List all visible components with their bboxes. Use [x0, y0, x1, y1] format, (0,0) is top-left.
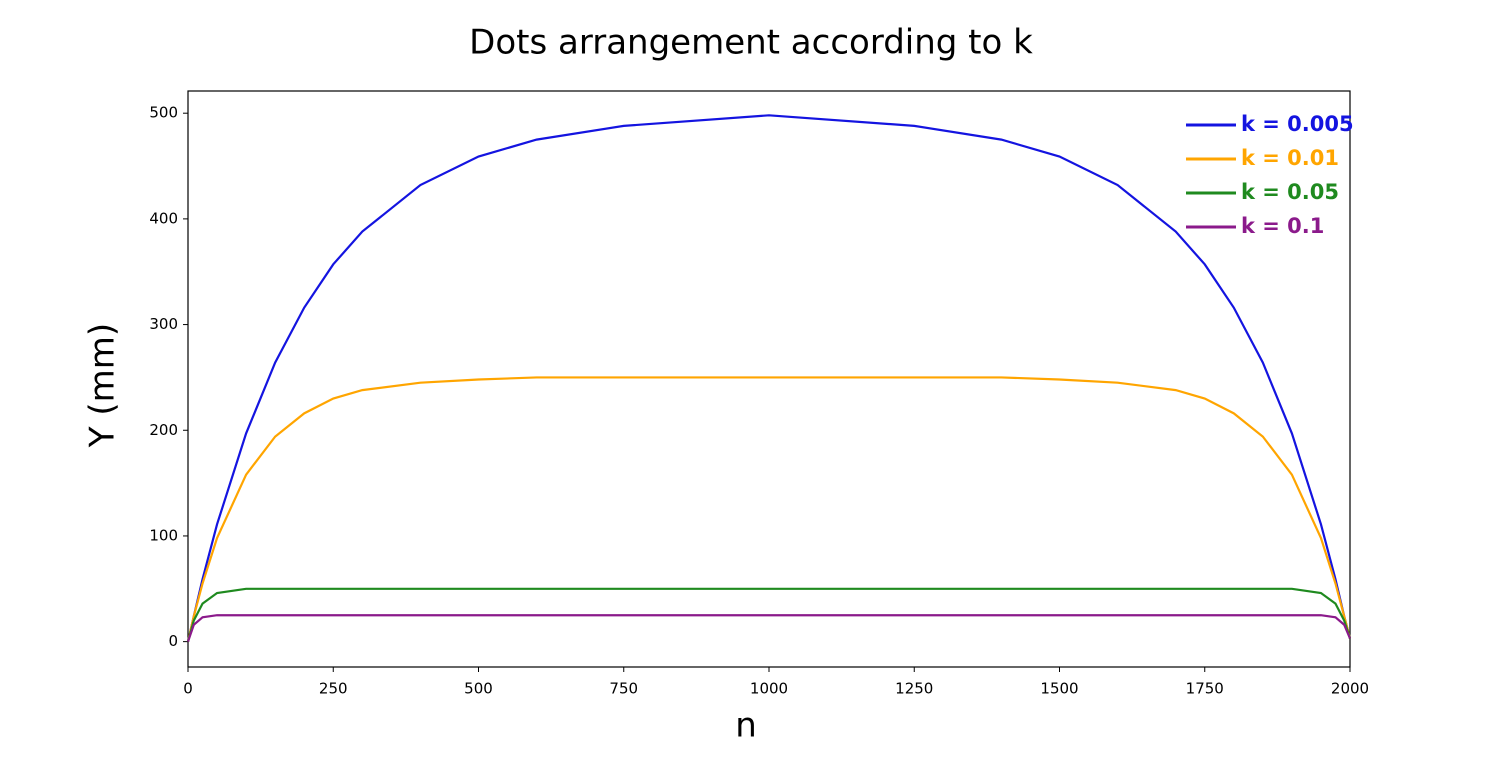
x-tick-label: 250	[319, 680, 348, 698]
y-tick-label: 200	[149, 421, 178, 439]
y-axis-label: Y (mm)	[83, 323, 123, 448]
x-tick-label: 1500	[1040, 680, 1078, 698]
x-tick-label: 2000	[1331, 680, 1369, 698]
y-tick-label: 300	[149, 315, 178, 333]
legend-label: k = 0.01	[1241, 146, 1339, 170]
x-tick-label: 1000	[750, 680, 788, 698]
series-line	[186, 376, 1352, 642]
x-tick-label: 500	[464, 680, 493, 698]
series-line	[186, 614, 1352, 642]
y-tick-label: 400	[149, 209, 178, 227]
y-tick-label: 0	[168, 632, 178, 650]
legend-label: k = 0.005	[1241, 112, 1354, 136]
legend-label: k = 0.1	[1241, 214, 1324, 238]
legend-label: k = 0.05	[1241, 180, 1339, 204]
y-tick-label: 500	[149, 104, 178, 122]
x-tick-label: 1250	[895, 680, 933, 698]
y-tick-label: 100	[149, 526, 178, 544]
x-tick-label: 0	[183, 680, 193, 698]
x-tick-label: 750	[609, 680, 638, 698]
series-line	[186, 587, 1352, 642]
plot-frame	[187, 90, 1351, 668]
chart-title: Dots arrangement according to k	[469, 23, 1033, 63]
x-axis-label: n	[735, 706, 757, 746]
series-line	[186, 114, 1352, 642]
x-tick-label: 1750	[1186, 680, 1224, 698]
